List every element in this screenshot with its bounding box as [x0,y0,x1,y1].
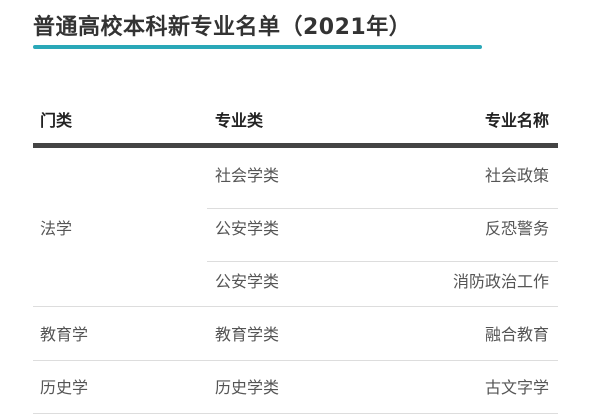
header-category: 门类 [40,111,73,130]
group-divider [33,306,558,307]
class-cell: 公安学类 [215,219,280,238]
major-cell: 古文字学 [484,378,549,397]
page-title: 普通高校本科新专业名单（2021年） [33,15,412,40]
category-cell: 教育学 [40,325,89,344]
category-cell: 法学 [40,219,73,238]
row-divider [207,261,558,262]
class-cell: 社会学类 [215,166,280,185]
major-cell: 融合教育 [484,325,549,344]
title-underline [33,45,482,49]
major-cell: 社会政策 [484,166,549,185]
header-class: 专业类 [215,111,264,130]
major-cell: 消防政治工作 [452,272,549,291]
header-major: 专业名称 [484,111,549,130]
group-divider [33,413,558,414]
group-divider [33,360,558,361]
class-cell: 历史学类 [215,378,280,397]
major-cell: 反恐警务 [484,219,549,238]
header-divider [33,143,558,148]
class-cell: 公安学类 [215,272,280,291]
row-divider [207,208,558,209]
class-cell: 教育学类 [215,325,280,344]
category-cell: 历史学 [40,378,89,397]
